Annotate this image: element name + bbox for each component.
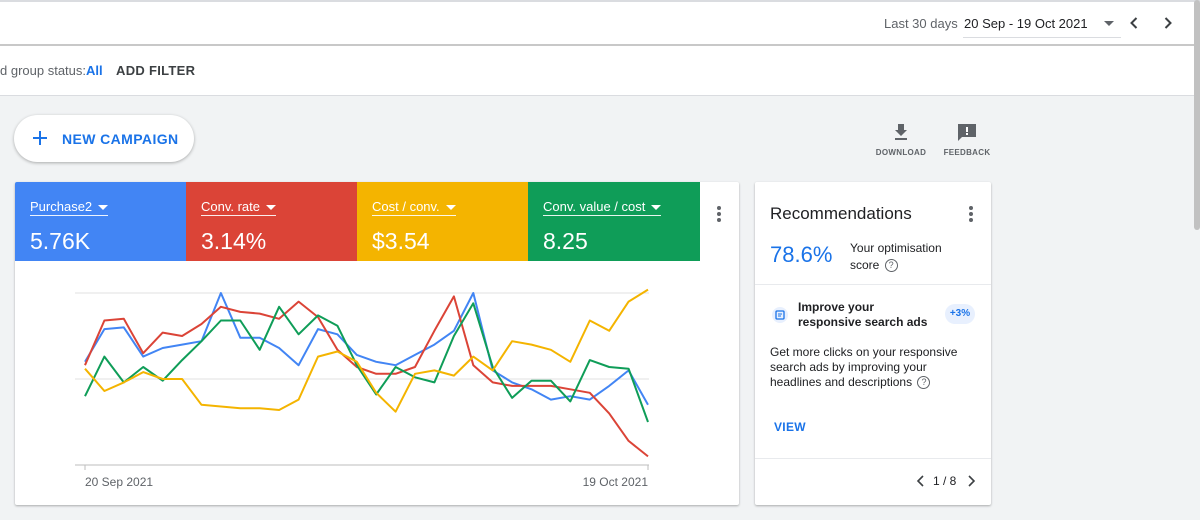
scorecard-purchase2[interactable]: Purchase2 5.76K: [15, 182, 186, 261]
scorecard-label: Cost / conv.: [372, 199, 456, 216]
chart-x-tick-label: 20 Sep 2021: [85, 475, 153, 489]
filter-bar: d group status: All ADD FILTER: [0, 46, 1200, 96]
optimisation-score-label: Your optimisation score ?: [850, 240, 970, 274]
performance-chart-card: Purchase2 5.76K Conv. rate 3.14% Cost / …: [15, 182, 739, 505]
chevron-right-icon: [1164, 17, 1172, 29]
chart-series-line-3: [84, 302, 649, 423]
more-vert-icon[interactable]: [712, 206, 726, 226]
help-icon[interactable]: ?: [884, 259, 898, 273]
date-range-label: Last 30 days: [884, 16, 958, 31]
scorecard-label-text: Purchase2: [30, 199, 93, 214]
prev-recommendation-button[interactable]: [915, 474, 927, 488]
scorecard-label: Conv. rate: [201, 199, 277, 216]
recommendation-description: Get more clicks on your responsive searc…: [770, 345, 980, 390]
recommendation-title: Improve your responsive search ads: [798, 300, 928, 329]
prev-range-button[interactable]: [1124, 13, 1144, 33]
recommendation-uplift-badge: +3%: [945, 304, 975, 324]
divider: [755, 458, 991, 459]
caret-down-icon: [266, 205, 277, 211]
next-recommendation-button[interactable]: [965, 474, 977, 488]
chevron-right-icon: [968, 475, 976, 487]
scorecard-conv-rate[interactable]: Conv. rate 3.14%: [186, 182, 357, 261]
chart-series-line-4: [84, 288, 649, 413]
scorecard-label: Conv. value / cost: [543, 199, 662, 216]
recommendations-card: Recommendations 78.6% Your optimisation …: [755, 182, 991, 505]
new-campaign-label: NEW CAMPAIGN: [62, 131, 179, 147]
chevron-left-icon: [1130, 17, 1138, 29]
scorecard-label-text: Cost / conv.: [372, 199, 440, 214]
scorecard-value: 3.14%: [201, 228, 267, 254]
recommendations-title: Recommendations: [770, 204, 912, 223]
next-range-button[interactable]: [1158, 13, 1178, 33]
caret-down-icon: [98, 205, 109, 211]
date-range-bar: Last 30 days 20 Sep - 19 Oct 2021: [0, 0, 1200, 46]
recommendation-description-text: Get more clicks on your responsive searc…: [770, 345, 958, 389]
page-scrollbar[interactable]: [1194, 0, 1200, 230]
chart-x-tick-label: 19 Oct 2021: [583, 475, 649, 489]
recommendation-pager: 1 / 8: [933, 474, 957, 488]
plus-icon: [33, 131, 47, 145]
date-range-select[interactable]: 20 Sep - 19 Oct 2021: [963, 8, 1121, 38]
chart-series-line-1: [84, 292, 649, 406]
caret-down-icon: [445, 205, 456, 211]
feedback-button[interactable]: FEEDBACK: [937, 122, 997, 162]
ad-group-status-filter-label: d group status:: [0, 63, 86, 78]
scorecard-label-text: Conv. rate: [201, 199, 261, 214]
chart-series-line-2: [84, 295, 649, 458]
scorecard-conv-value-cost[interactable]: Conv. value / cost 8.25: [528, 182, 700, 261]
add-filter-button[interactable]: ADD FILTER: [116, 63, 196, 78]
download-label: DOWNLOAD: [875, 148, 927, 157]
help-icon[interactable]: ?: [917, 376, 931, 390]
optimisation-score: 78.6%: [770, 242, 833, 267]
download-button[interactable]: DOWNLOAD: [871, 122, 931, 162]
scorecard-value: 8.25: [543, 228, 588, 254]
download-icon: [895, 124, 907, 140]
date-range-value: 20 Sep - 19 Oct 2021: [964, 16, 1088, 31]
scorecard-cost-per-conv[interactable]: Cost / conv. $3.54: [357, 182, 528, 261]
optimisation-score-label-text: Your optimisation score: [850, 241, 942, 272]
divider: [755, 284, 991, 285]
new-campaign-button[interactable]: NEW CAMPAIGN: [14, 115, 194, 162]
chevron-left-icon: [916, 475, 924, 487]
ad-group-status-filter-value[interactable]: All: [86, 63, 103, 78]
scorecard-value: 5.76K: [30, 228, 91, 254]
view-recommendation-button[interactable]: VIEW: [774, 420, 806, 434]
ad-icon: [772, 307, 788, 323]
feedback-icon: [958, 124, 976, 141]
caret-down-icon: [651, 205, 662, 211]
scorecard-value: $3.54: [372, 228, 430, 254]
feedback-label: FEEDBACK: [943, 148, 991, 157]
line-chart: 20 Sep 2021 19 Oct 2021: [75, 288, 649, 489]
scorecard-label: Purchase2: [30, 199, 109, 216]
more-vert-icon[interactable]: [964, 206, 978, 226]
scorecard-label-text: Conv. value / cost: [543, 199, 646, 214]
chevron-down-icon: [1104, 21, 1114, 26]
